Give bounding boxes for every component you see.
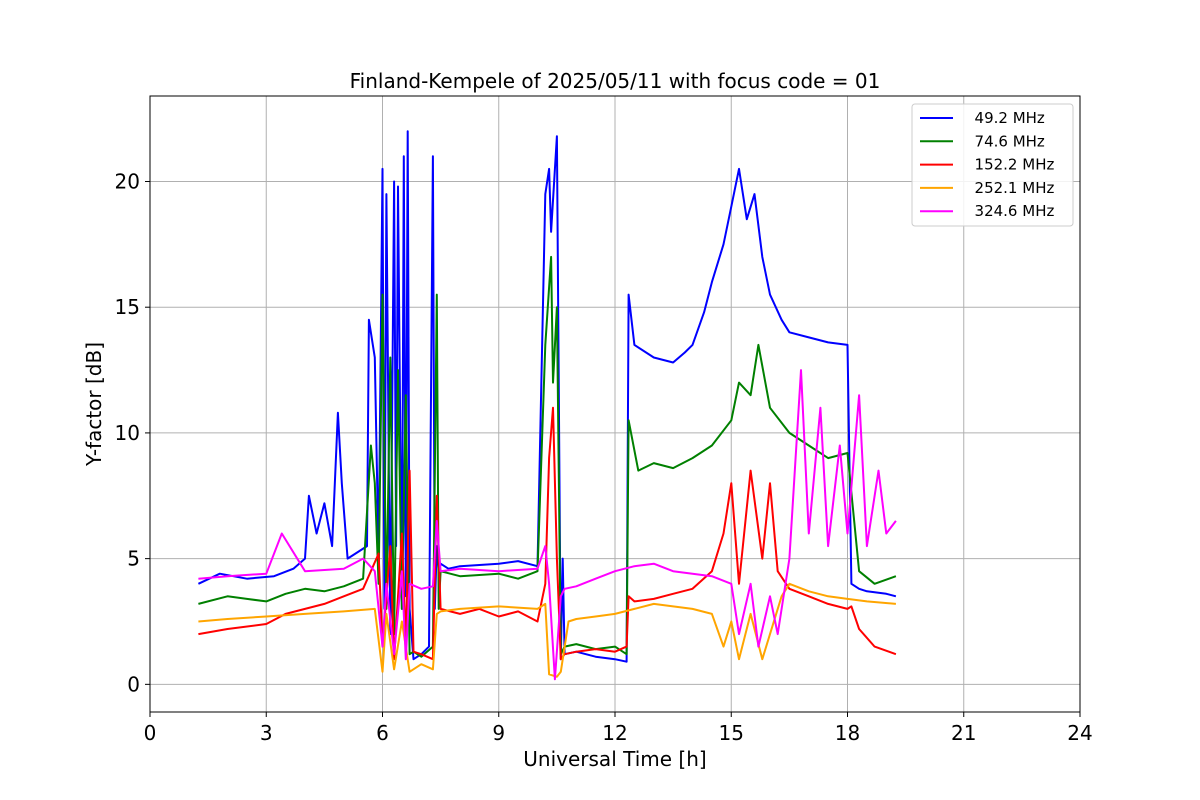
chart-title: Finland-Kempele of 2025/05/11 with focus…: [350, 69, 881, 93]
x-tick-label: 12: [602, 721, 627, 745]
series-line-2: [198, 406, 897, 661]
series-line-0: [197, 130, 897, 663]
x-axis-title: Universal Time [h]: [523, 747, 706, 771]
x-tick-label: 24: [1067, 721, 1092, 745]
x-tick-label: 18: [835, 721, 860, 745]
x-tick-label: 9: [492, 721, 505, 745]
legend-label-4: 324.6 MHz: [965, 202, 1054, 220]
legend-label-3: 252.1 MHz: [965, 179, 1054, 197]
x-tick-label: 0: [144, 721, 157, 745]
legend-box: [911, 103, 1074, 227]
x-tick-label: 21: [951, 721, 976, 745]
x-tick-label: 3: [260, 721, 273, 745]
legend-label-2: 152.2 MHz: [965, 156, 1054, 174]
ticks: 0 3 6 9 12 15 18 21 24 0 5 10 15 20: [115, 169, 1093, 745]
legend: 49.2 MHz 74.6 MHz 152.2 MHz 252.1 MHz 32…: [911, 103, 1074, 227]
y-tick-label: 15: [115, 295, 140, 319]
y-tick-label: 0: [127, 672, 140, 696]
legend-label-0: 49.2 MHz: [965, 109, 1045, 127]
y-tick-label: 5: [127, 547, 140, 571]
legend-label-1: 74.6 MHz: [965, 132, 1045, 150]
series-layer: [197, 130, 897, 681]
series-line-3: [198, 582, 896, 678]
x-tick-label: 15: [719, 721, 744, 745]
series-line-4: [198, 369, 897, 681]
y-axis-title: Y-factor [dB]: [82, 342, 106, 467]
series-line-1: [198, 255, 897, 658]
y-tick-label: 10: [115, 421, 140, 445]
y-tick-label: 20: [115, 169, 140, 193]
x-tick-label: 6: [376, 721, 389, 745]
